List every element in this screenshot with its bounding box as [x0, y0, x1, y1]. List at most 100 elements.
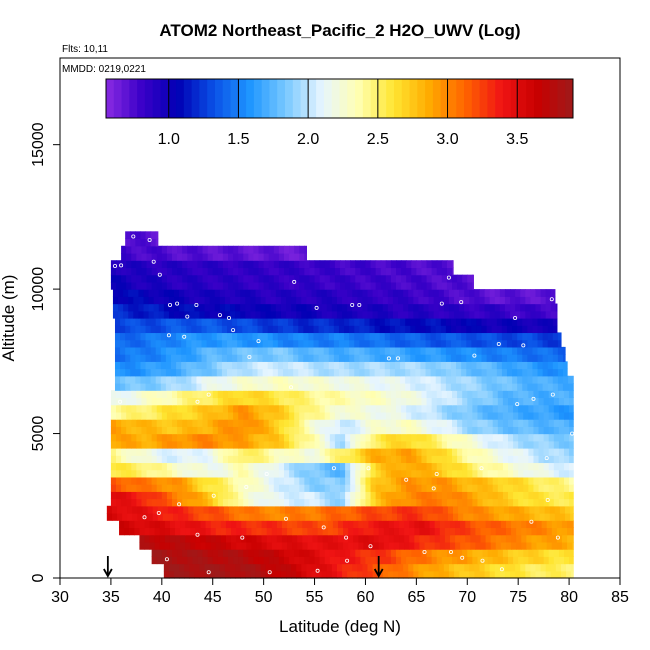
heatmap-cell: [167, 505, 174, 514]
heatmap-cell: [194, 289, 201, 297]
heatmap-cell: [430, 318, 437, 326]
heatmap-cell: [446, 426, 453, 435]
heatmap-cell: [294, 440, 300, 449]
heatmap-cell: [536, 534, 543, 543]
heatmap-cell: [551, 541, 558, 550]
sample-point: [118, 399, 123, 404]
heatmap-cell: [433, 289, 440, 297]
heatmap-cell: [561, 541, 568, 550]
heatmap-cell: [329, 556, 336, 565]
heatmap-cell: [396, 274, 402, 283]
sample-point: [194, 302, 199, 307]
heatmap-cell: [564, 448, 570, 456]
heatmap-cell: [204, 563, 211, 572]
colorbar-segment: [448, 79, 457, 118]
heatmap-cell: [226, 354, 233, 362]
sample-point: [240, 535, 245, 540]
heatmap-cell: [172, 455, 178, 464]
heatmap-cell: [342, 570, 348, 579]
heatmap-cell: [140, 238, 147, 247]
heatmap-cell: [452, 274, 458, 283]
heatmap-cell: [472, 549, 479, 557]
heatmap-cell: [363, 541, 370, 550]
heatmap-cell: [401, 404, 407, 413]
heatmap-cell: [407, 505, 413, 514]
heatmap-cell: [121, 281, 127, 290]
colorbar-segment: [176, 79, 185, 118]
heatmap-cell: [525, 310, 531, 319]
heatmap-cell: [196, 339, 203, 348]
heatmap-cell: [364, 318, 371, 326]
heatmap-cell: [553, 390, 560, 399]
heatmap-cell: [170, 339, 177, 348]
heatmap-cell: [365, 267, 372, 276]
heatmap-cell: [247, 325, 254, 334]
heatmap-cell: [272, 318, 279, 326]
heatmap-cell: [243, 440, 249, 449]
heatmap-cell: [400, 354, 406, 362]
heatmap-cell: [477, 462, 484, 471]
heatmap-cell: [174, 570, 180, 579]
heatmap-cell: [146, 484, 153, 492]
heatmap-cell: [528, 426, 535, 435]
heatmap-cell: [544, 505, 551, 514]
heatmap-cell: [294, 469, 300, 478]
heatmap-cell: [123, 310, 129, 319]
heatmap-cell: [517, 375, 523, 384]
heatmap-cell: [492, 484, 499, 492]
heatmap-cell: [110, 411, 117, 420]
heatmap-cell: [363, 527, 370, 536]
heatmap-cell: [319, 426, 326, 435]
heatmap-cell: [486, 318, 493, 326]
heatmap-cell: [206, 318, 213, 326]
sample-point: [185, 314, 190, 319]
heatmap-cell: [219, 310, 226, 319]
heatmap-cell: [448, 310, 455, 319]
heatmap-cell: [495, 534, 502, 543]
heatmap-cell: [564, 419, 570, 427]
heatmap-cell: [334, 267, 341, 276]
heatmap-cell: [382, 303, 389, 312]
heatmap-cell: [156, 419, 163, 427]
heatmap-cell: [166, 426, 173, 435]
heatmap-cell: [253, 498, 260, 507]
heatmap-cell: [289, 498, 295, 507]
heatmap-cell: [273, 397, 280, 406]
heatmap-cell: [435, 346, 442, 355]
heatmap-cell: [285, 505, 291, 514]
heatmap-cell: [127, 513, 133, 521]
heatmap-cell: [421, 419, 428, 427]
heatmap-cell: [253, 245, 260, 254]
heatmap-cell: [512, 354, 518, 362]
heatmap-cell: [377, 563, 384, 572]
heatmap-cell: [268, 260, 275, 269]
heatmap-cell: [514, 513, 520, 521]
heatmap-cell: [375, 484, 382, 492]
heatmap-cell: [401, 411, 407, 420]
heatmap-cell: [375, 281, 382, 290]
heatmap-cell: [206, 361, 213, 370]
heatmap-cell: [358, 541, 365, 550]
heatmap-cell: [546, 541, 553, 550]
heatmap-cell: [141, 404, 148, 413]
heatmap-cell: [438, 303, 445, 312]
heatmap-cell: [238, 491, 244, 500]
heatmap-cell: [131, 476, 137, 485]
heatmap-cell: [477, 390, 484, 399]
heatmap-cell: [253, 426, 260, 435]
heatmap-cell: [260, 303, 267, 312]
heatmap-cell: [271, 541, 278, 550]
heatmap-cell: [278, 411, 285, 420]
heatmap-cell: [175, 527, 181, 536]
heatmap-cell: [212, 426, 219, 435]
heatmap-cell: [374, 318, 381, 326]
heatmap-cell: [228, 260, 234, 269]
heatmap-cell: [214, 296, 221, 305]
heatmap-cell: [314, 498, 321, 507]
heatmap-cell: [400, 368, 406, 377]
heatmap-cell: [426, 455, 433, 464]
heatmap-cell: [389, 318, 396, 326]
heatmap-cell: [392, 563, 399, 572]
heatmap-cell: [350, 549, 356, 557]
heatmap-cell: [348, 520, 354, 529]
